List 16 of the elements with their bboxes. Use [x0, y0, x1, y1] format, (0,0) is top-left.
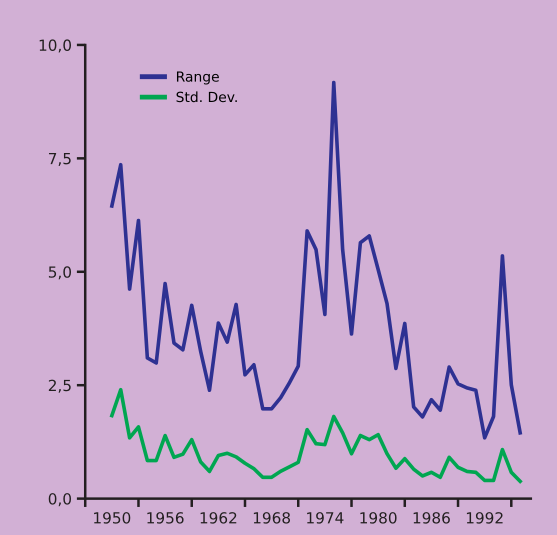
x-tick-label: 1968 — [254, 512, 290, 524]
y-tick-label: 5,0 — [48, 266, 72, 280]
x-tick-label: 1986 — [414, 512, 450, 524]
x-tick-label: 1992 — [466, 512, 503, 524]
y-tick-label: 2,5 — [48, 380, 71, 393]
legend-label: Range — [176, 71, 219, 84]
x-tick-label: 1974 — [307, 512, 344, 524]
y-tick-label: 7,5 — [48, 153, 71, 166]
x-tick-label: 1962 — [200, 512, 236, 524]
line-series — [110, 388, 522, 484]
y-tick-label: 0,0 — [48, 493, 72, 506]
y-tick-label: 10,0 — [40, 39, 72, 53]
x-tick-label: 1950 — [94, 512, 130, 524]
x-tick-label: 1956 — [147, 512, 184, 524]
x-tick-label: 1980 — [360, 512, 397, 524]
legend-label: Std. Dev. — [176, 91, 237, 102]
